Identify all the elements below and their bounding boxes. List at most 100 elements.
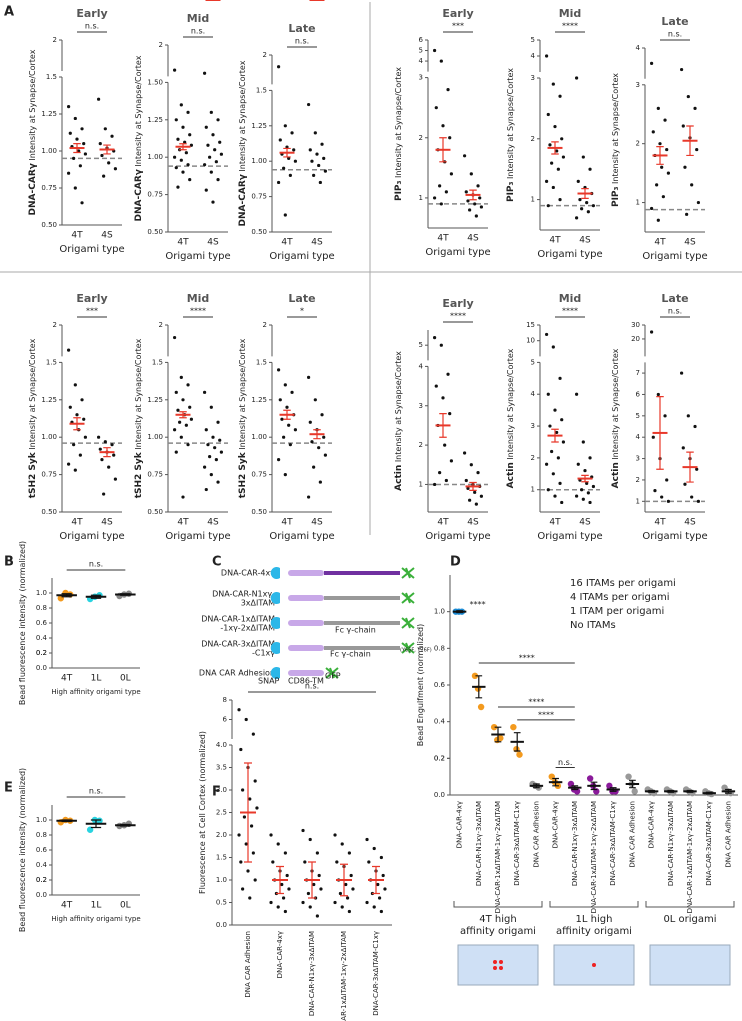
data-point bbox=[181, 170, 185, 174]
data-point bbox=[576, 179, 580, 183]
data-point bbox=[661, 195, 665, 199]
error-bar bbox=[667, 789, 675, 793]
x-axis-label: Origami type bbox=[642, 251, 707, 262]
snap-tag bbox=[270, 642, 280, 654]
data-point bbox=[80, 398, 84, 402]
y-tick-label: 1.5 bbox=[256, 358, 267, 366]
x-tick-label: 4T bbox=[61, 674, 73, 684]
x-tick-label: 4T bbox=[71, 231, 83, 241]
y-label-bold: tSH2 Syk bbox=[134, 451, 144, 498]
x-axis-label: Origami type bbox=[59, 244, 124, 255]
diagram-label: Fc γ-chain bbox=[335, 626, 376, 635]
x-tick-label: 4T bbox=[654, 238, 666, 248]
y-tick-label: 0.75 bbox=[251, 471, 267, 479]
error-bar bbox=[90, 594, 102, 599]
data-point bbox=[318, 480, 322, 484]
y-tick-label: 4 bbox=[531, 52, 536, 60]
data-point bbox=[466, 199, 470, 203]
data-point bbox=[656, 106, 660, 110]
data-point bbox=[365, 900, 369, 905]
error-bar bbox=[103, 447, 111, 458]
data-point bbox=[322, 435, 326, 439]
data-point bbox=[301, 828, 305, 833]
x-tick-label: DNA-CAR-1xΔITAM-1xγ-2xΔITAM bbox=[494, 801, 502, 913]
data-point bbox=[546, 488, 550, 492]
data-point bbox=[287, 887, 291, 891]
data-point bbox=[73, 468, 77, 472]
y-axis-label: Actin Intensity at Synapse/Cortex bbox=[506, 348, 516, 488]
data-point bbox=[209, 170, 213, 174]
diagram-label: (Y65F, Y76F) bbox=[400, 648, 432, 654]
legend-entry: No ITAMs bbox=[570, 620, 616, 631]
data-point bbox=[206, 443, 210, 447]
group-label: 0L origami bbox=[663, 914, 716, 925]
data-point bbox=[433, 48, 437, 53]
y-tick-label: 2 bbox=[531, 454, 535, 462]
significance-label: n.s. bbox=[668, 30, 682, 39]
data-point bbox=[696, 200, 701, 205]
x-axis-label: Origami type bbox=[165, 251, 230, 262]
x-tick-label: 0L bbox=[120, 674, 131, 684]
y-tick-label: 0.8 bbox=[434, 644, 445, 652]
y-tick-label: 4 bbox=[419, 362, 424, 370]
y-label-bold: PIP₃ bbox=[394, 180, 404, 201]
data-point bbox=[340, 905, 344, 909]
error-bar bbox=[469, 189, 477, 201]
data-point bbox=[320, 142, 324, 146]
y-tick-label: 2 bbox=[636, 476, 640, 484]
data-point bbox=[476, 471, 480, 475]
data-point bbox=[209, 110, 213, 114]
legend-entry: 4 ITAMs per origami bbox=[570, 592, 669, 603]
y-label-text: Bead Engulfment (normalized) bbox=[416, 624, 425, 746]
y-tick-label: 1 bbox=[419, 194, 423, 202]
data-point bbox=[174, 118, 178, 122]
chart-title: Mid bbox=[559, 7, 582, 20]
y-label-bold: PIP₃ bbox=[611, 186, 621, 207]
x-tick-label: 4S bbox=[207, 238, 219, 248]
x-tick-label: 4S bbox=[101, 231, 113, 241]
significance-label: n.s. bbox=[305, 682, 319, 691]
x-tick-label: 4T bbox=[281, 238, 293, 248]
data-point bbox=[576, 462, 580, 466]
data-point bbox=[72, 156, 76, 160]
chart-title: Early bbox=[442, 297, 473, 310]
y-axis-label: DNA-CARγ Intensity at Synapse/Cortex bbox=[238, 60, 248, 226]
y-tick-label: 1.0 bbox=[434, 608, 445, 616]
y-label-bold: DNA-CARγ bbox=[238, 174, 248, 226]
data-point bbox=[287, 156, 291, 160]
data-point bbox=[656, 218, 660, 222]
data-point bbox=[306, 891, 311, 896]
data-point bbox=[307, 102, 311, 107]
data-point bbox=[580, 488, 584, 492]
data-point bbox=[575, 216, 579, 220]
data-point bbox=[292, 148, 296, 152]
data-point bbox=[553, 125, 557, 129]
group-bracket bbox=[453, 901, 543, 908]
significance-label: *** bbox=[86, 307, 98, 316]
significance-label: n.s. bbox=[89, 560, 103, 569]
y-tick-label: 1.25 bbox=[41, 110, 57, 118]
y-label-bold: Actin bbox=[394, 465, 404, 491]
fc-chain bbox=[324, 646, 400, 650]
data-point bbox=[449, 459, 453, 463]
data-point bbox=[463, 154, 467, 158]
data-point bbox=[285, 405, 289, 409]
y-tick-label: 10 bbox=[526, 337, 535, 345]
data-point bbox=[474, 214, 478, 218]
data-point bbox=[100, 153, 104, 158]
y-tick-label: 0.75 bbox=[147, 471, 163, 479]
data-point bbox=[308, 148, 312, 152]
y-tick-label: 1.25 bbox=[147, 396, 163, 404]
data-point bbox=[179, 375, 183, 379]
y-tick-label: 2 bbox=[53, 321, 57, 329]
x-tick-label: 1L bbox=[91, 901, 102, 911]
data-point bbox=[290, 390, 294, 394]
group-bracket bbox=[549, 901, 639, 908]
data-point bbox=[278, 398, 282, 402]
data-point bbox=[323, 169, 327, 173]
data-point bbox=[216, 118, 220, 122]
x-tick-label: 1L bbox=[91, 674, 102, 684]
x-axis-label: Origami type bbox=[425, 531, 490, 542]
x-tick-label: 4S bbox=[579, 236, 591, 246]
data-point bbox=[347, 909, 351, 914]
